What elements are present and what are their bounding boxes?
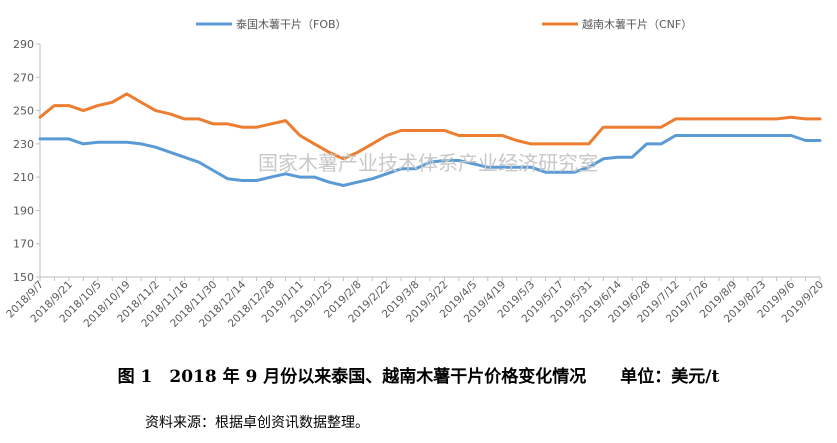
y-tick-label: 250 bbox=[13, 105, 34, 118]
y-tick-label: 270 bbox=[13, 71, 34, 84]
figure-caption: 图 1 2018 年 9 月份以来泰国、越南木薯干片价格变化情况 单位：美元/t bbox=[117, 367, 720, 387]
series-line-0 bbox=[38, 134, 822, 187]
y-axis: 150 170 190 210 230 250 270 290 bbox=[13, 38, 41, 284]
price-line-chart: 泰国木薯干片（FOB） 越南木薯干片（CNF） 150 170 190 210 230 25… bbox=[4, 17, 826, 330]
data-source-note: 资料来源：根据卓创资讯数据整理。 bbox=[145, 415, 369, 431]
x-axis: 2018/9/72018/9/212018/10/52018/10/192018… bbox=[4, 276, 826, 330]
plot-area bbox=[38, 92, 822, 187]
y-tick-label: 150 bbox=[13, 271, 34, 284]
legend-label-1: 越南木薯干片（CNF） bbox=[582, 17, 692, 31]
y-tick-label: 190 bbox=[13, 204, 34, 217]
y-tick-label: 230 bbox=[13, 138, 34, 151]
y-tick-label: 170 bbox=[13, 238, 34, 251]
legend: 泰国木薯干片（FOB） 越南木薯干片（CNF） bbox=[196, 17, 692, 31]
legend-label-0: 泰国木薯干片（FOB） bbox=[236, 17, 347, 31]
y-tick-label: 290 bbox=[13, 38, 34, 51]
series-line-1 bbox=[38, 92, 822, 161]
y-tick-label: 210 bbox=[13, 171, 34, 184]
watermark: 国家木薯产业技术体系产业经济研究室 bbox=[258, 151, 598, 175]
